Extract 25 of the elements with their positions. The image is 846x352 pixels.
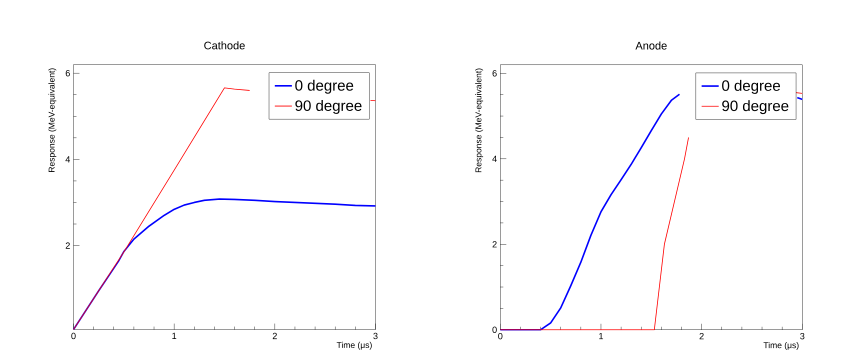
x-axis-title: Time (μs)	[336, 342, 372, 350]
x-tick-label: 1	[599, 332, 604, 340]
x-tick-label: 2	[272, 332, 277, 340]
y-tick-label: 0	[492, 326, 497, 333]
x-tick-label: 3	[373, 332, 378, 340]
x-tick-label: 2	[700, 332, 704, 340]
x-tick-label: 0	[498, 332, 502, 340]
chart-title: Anode	[635, 41, 667, 50]
chart-title: Cathode	[204, 41, 245, 50]
y-tick-label: 4	[65, 156, 70, 162]
x-tick-label: 1	[172, 332, 176, 339]
legend-label: 90 degree	[295, 100, 362, 114]
y-tick-label: 2	[492, 241, 497, 248]
legend-label: 0 degree	[295, 80, 354, 94]
x-axis-title: Time (μs)	[764, 342, 799, 350]
legend-label: 0 degree	[722, 80, 780, 94]
legend-label: 90 degree	[722, 100, 788, 114]
y-axis-title: Response (MeV-equivalent)	[48, 68, 56, 172]
x-tick-label: 3	[800, 332, 804, 340]
y-tick-label: 6	[492, 70, 497, 77]
y-tick-label: 2	[66, 242, 70, 249]
y-tick-label: 4	[492, 156, 497, 162]
y-tick-label: 6	[66, 70, 70, 76]
y-axis-title: Response (MeV-equivalent)	[475, 68, 484, 172]
x-tick-label: 0	[71, 332, 76, 340]
